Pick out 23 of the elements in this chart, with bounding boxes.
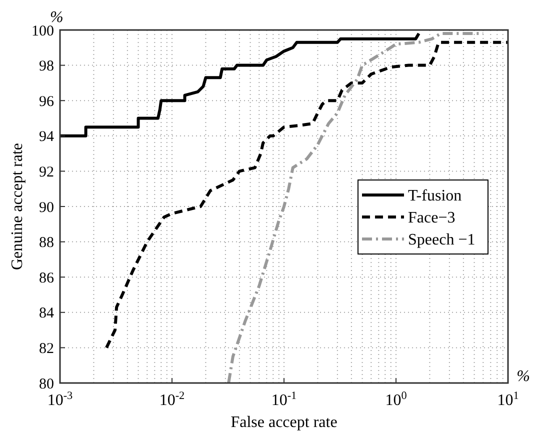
text: %	[50, 9, 64, 26]
y-axis-title: Genuine accept rate	[9, 142, 26, 270]
text: %	[516, 368, 530, 385]
x-tick-label: 10$^{-1}$	[271, 390, 297, 409]
y-tick-label: 96	[39, 94, 54, 110]
y-tick-label: 86	[39, 270, 54, 286]
y-tick-label: 100	[32, 23, 54, 40]
y-tick-label: 84	[39, 306, 54, 322]
y-tick-label: 80	[39, 376, 54, 392]
x-tick-label: 10$^{0}$	[385, 390, 408, 409]
legend-label: Speech −1	[408, 232, 476, 249]
legend-label: T-fusion	[408, 188, 462, 205]
y-tick-label: 88	[39, 235, 54, 252]
x-tick-label: 10$^{-3}$	[47, 390, 74, 409]
y-tick-label: 90	[39, 200, 54, 216]
y-tick-label: 94	[39, 129, 54, 146]
x-tick-label: 10$^{-2}$	[159, 390, 185, 409]
legend-label: Face−3	[408, 210, 456, 227]
x-tick-label: 10$^{1}$	[497, 390, 519, 409]
y-tick-label: 92	[39, 164, 54, 180]
y-tick-label: 98	[39, 58, 54, 75]
x-axis-title: False accept rate	[230, 414, 338, 431]
y-tick-label: 82	[39, 340, 54, 357]
